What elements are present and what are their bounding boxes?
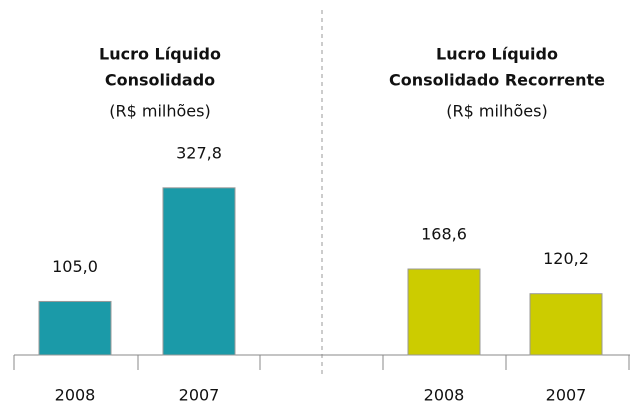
chart-title: Lucro Líquido [99, 45, 221, 64]
chart-title: Consolidado Recorrente [389, 71, 605, 90]
bar [529, 293, 603, 356]
value-label: 105,0 [52, 257, 98, 276]
bar [162, 187, 236, 356]
value-label: 120,2 [543, 249, 589, 268]
chart-subtitle: (R$ milhões) [109, 102, 210, 121]
x-tick-label: 2008 [55, 386, 96, 405]
bar [407, 268, 481, 356]
value-label: 327,8 [176, 143, 222, 162]
chart-title: Lucro Líquido [436, 45, 558, 64]
x-tick-label: 2007 [179, 386, 220, 405]
chart-subtitle: (R$ milhões) [446, 102, 547, 121]
x-tick-label: 2008 [424, 386, 465, 405]
chart-title: Consolidado [105, 71, 215, 90]
axis-ticks [13, 355, 630, 370]
bar [38, 300, 112, 356]
x-tick-label: 2007 [546, 386, 587, 405]
value-label: 168,6 [421, 225, 467, 244]
